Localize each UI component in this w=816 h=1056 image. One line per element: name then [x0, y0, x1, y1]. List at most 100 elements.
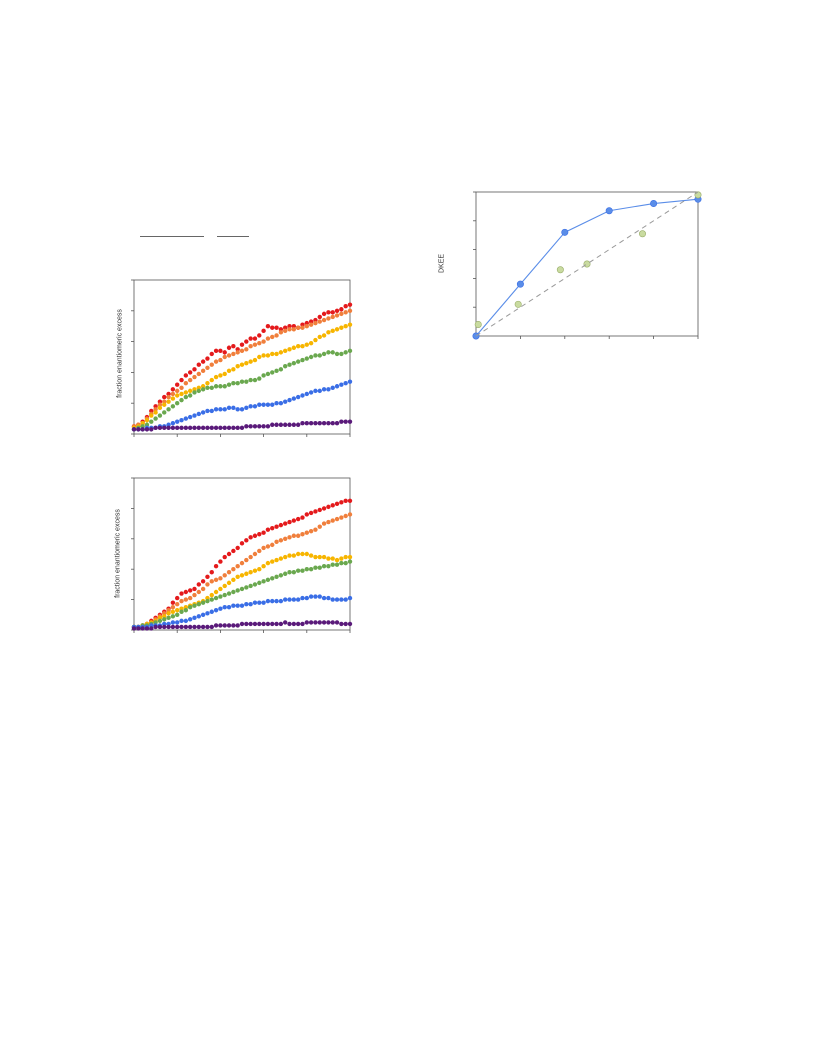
series-5-point [153, 425, 158, 431]
series-5-point [226, 623, 232, 628]
series-4-point [330, 597, 335, 602]
series-0-point [261, 530, 266, 535]
series-4-point [321, 595, 327, 601]
series-3-point [226, 591, 232, 596]
series-5-point [334, 620, 340, 625]
series-2-point [244, 571, 249, 576]
series-0-point [252, 336, 258, 341]
series-1-point [226, 353, 232, 358]
series-1-point [283, 328, 288, 334]
series-0-point [516, 280, 524, 288]
series-4-point [209, 609, 214, 614]
series-0-point [343, 498, 348, 503]
series-0-point [183, 373, 189, 378]
series-2-point [308, 340, 314, 346]
series-0-point [308, 510, 314, 516]
series-0-point [605, 207, 613, 215]
series-1-point [270, 542, 275, 548]
series-1-point [153, 407, 158, 412]
series-4-point [287, 597, 292, 602]
series-4-point [252, 404, 258, 409]
series-2-point [339, 556, 344, 561]
series-4-point [166, 621, 171, 627]
series-5-point [321, 421, 327, 426]
series-3-point [283, 364, 288, 369]
series-3-point [213, 595, 219, 601]
series-0-point [149, 408, 154, 414]
series-2-point [287, 553, 292, 558]
series-0-point [270, 325, 275, 330]
series-5-point [183, 425, 189, 431]
series-0-point [347, 498, 353, 503]
series-0-point [304, 320, 309, 326]
series-1-point [192, 592, 197, 598]
series-5-point [218, 425, 223, 431]
series-3-point [187, 605, 193, 610]
series-3-point [170, 614, 176, 619]
series-5-point [330, 421, 335, 426]
series-5-point [317, 620, 322, 625]
series-2-point [343, 324, 348, 329]
series-5-point [209, 425, 214, 431]
series-5-point [244, 424, 249, 429]
series-4-point [300, 393, 305, 398]
series-4-point [326, 387, 331, 392]
series-2-point [321, 554, 327, 560]
series-4-point [270, 402, 275, 407]
series-1-point [200, 368, 206, 374]
series-3-point [213, 384, 219, 389]
series-2-point [252, 568, 258, 573]
series-0-point [196, 362, 201, 367]
series-5-point [270, 422, 275, 427]
series-0-point [300, 515, 305, 520]
series-2-point [157, 405, 163, 411]
series-0-point [257, 333, 262, 338]
series-3-point [218, 384, 223, 389]
series-4-point [170, 421, 176, 426]
header-rule-right [217, 236, 249, 237]
series-0-point [300, 322, 305, 327]
series-2-line [475, 191, 699, 337]
series-2-point [218, 586, 223, 592]
y-axis-label-bottom: fraction enantiomeric excess [114, 509, 122, 598]
series-4-point [317, 594, 322, 599]
series-0-point [295, 516, 301, 522]
series-2-point [295, 551, 301, 557]
series-1-point [231, 567, 236, 572]
series-1-point [226, 570, 232, 575]
series-3-point [347, 559, 353, 564]
plot-frame [475, 191, 699, 337]
series-3-point [313, 353, 318, 358]
series-2-point [283, 348, 288, 354]
series-5-point [179, 425, 184, 431]
series-1-point [192, 374, 197, 380]
series-1-point [321, 317, 327, 323]
series-5-point [339, 621, 344, 627]
series-3-point [261, 579, 266, 584]
series-3-point [248, 583, 253, 589]
series-0-point [192, 586, 197, 592]
series-3-point [304, 356, 309, 361]
series-3-point [244, 379, 249, 384]
series-3-point [162, 617, 167, 622]
series-2-point [187, 388, 193, 394]
series-4-point [261, 600, 266, 605]
series-5-point [291, 621, 297, 627]
series-1-point [183, 597, 189, 602]
series-1-point [166, 394, 171, 400]
series-2-point [291, 345, 297, 350]
series-3-point [330, 562, 335, 567]
series-5-point [291, 422, 297, 427]
series-0-point [200, 579, 206, 584]
series-0-point [179, 591, 184, 596]
series-1-point [196, 371, 201, 377]
series-1-point [157, 402, 163, 407]
series-5-point [252, 621, 258, 627]
series-1-point [334, 313, 340, 318]
series-5-point [317, 421, 322, 426]
series-5-point [244, 621, 249, 627]
series-2-point [175, 393, 180, 398]
series-0-point [308, 319, 314, 324]
series-0-point [244, 538, 249, 543]
series-1-point [287, 535, 292, 540]
